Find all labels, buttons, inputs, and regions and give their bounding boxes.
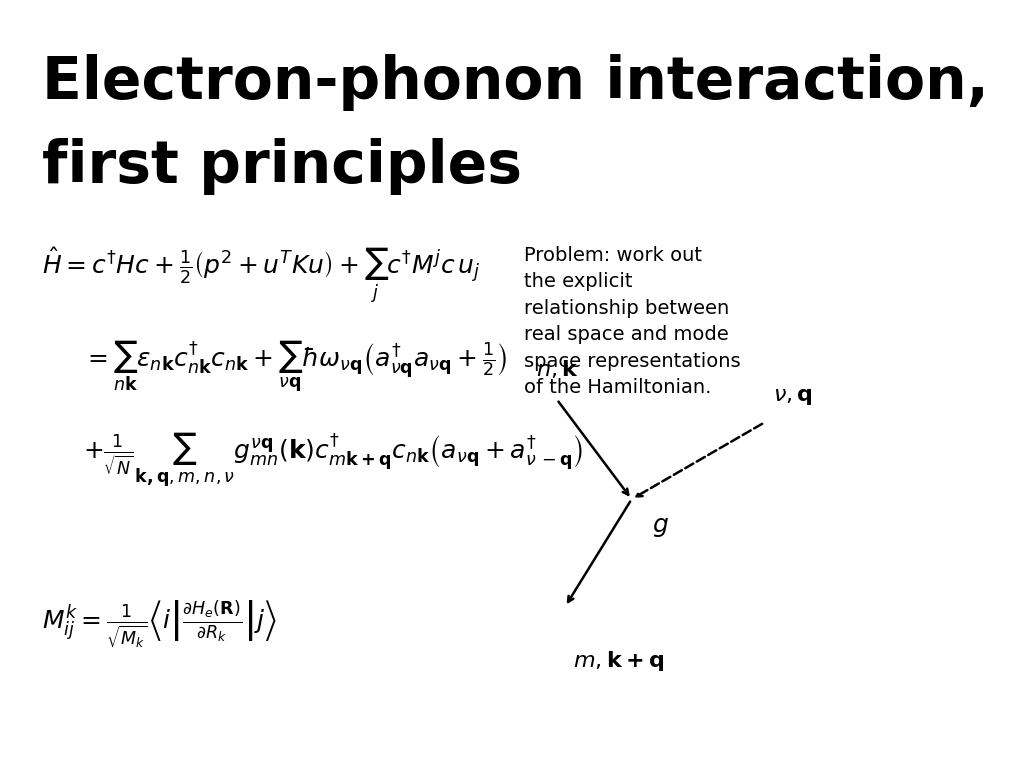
Text: $+ \frac{1}{\sqrt{N}} \sum_{\mathbf{k,q},m,n,\nu} g^{\nu\mathbf{q}}_{mn}(\mathbf: $+ \frac{1}{\sqrt{N}} \sum_{\mathbf{k,q}… [83, 430, 584, 489]
Text: $g$: $g$ [652, 515, 670, 538]
Text: $\hat{H} = c^{\dagger}Hc + \frac{1}{2}\left(p^2 + u^T Ku\right) + \sum_j c^{\dag: $\hat{H} = c^{\dagger}Hc + \frac{1}{2}\l… [42, 246, 480, 306]
Text: $M^k_{ij} = \frac{1}{\sqrt{M_k}} \left\langle i \left| \frac{\partial H_e(\mathb: $M^k_{ij} = \frac{1}{\sqrt{M_k}} \left\l… [42, 599, 276, 650]
Text: first principles: first principles [42, 138, 521, 195]
Text: $= \sum_{n\mathbf{k}} \varepsilon_{n\mathbf{k}} c^{\dagger}_{n\mathbf{k}} c_{n\m: $= \sum_{n\mathbf{k}} \varepsilon_{n\mat… [83, 338, 507, 394]
Text: $m,\mathbf{k+q}$: $m,\mathbf{k+q}$ [573, 649, 665, 673]
Text: $\nu,\mathbf{q}$: $\nu,\mathbf{q}$ [773, 387, 813, 407]
Text: $n,\mathbf{k}$: $n,\mathbf{k}$ [536, 358, 579, 380]
Text: Problem: work out
the explicit
relationship between
real space and mode
space re: Problem: work out the explicit relations… [523, 246, 740, 397]
Text: Electron-phonon interaction,: Electron-phonon interaction, [42, 54, 988, 111]
